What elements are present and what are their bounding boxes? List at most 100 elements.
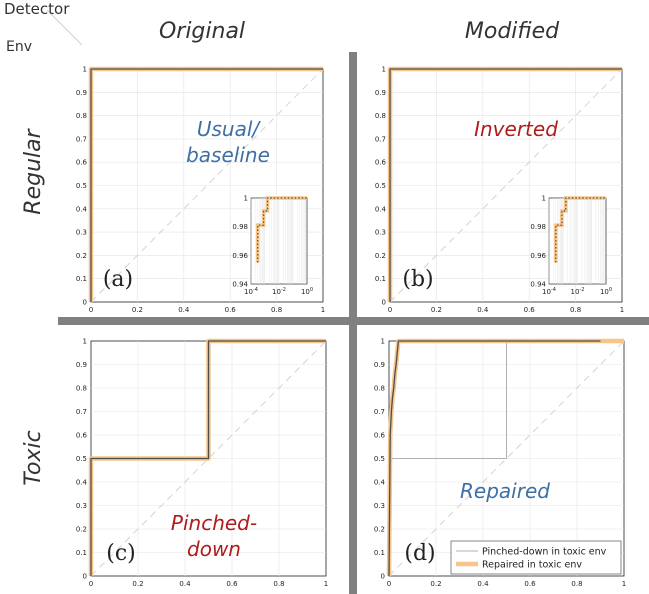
inset-y-tick-label: 0.94 xyxy=(530,281,546,289)
y-tick-label: 0.8 xyxy=(374,385,385,393)
y-tick-label: 0.9 xyxy=(375,89,386,97)
inset-y-tick-label: 1 xyxy=(244,195,248,203)
panel-b: 0 0.1 0.2 0.3 0.4 0.5 0.6 0.7 0.8 0.9 1 0 0.2 0.4 0.6 0… xyxy=(375,66,624,315)
y-tick-label: 1 xyxy=(83,338,87,346)
x-tick-label: 0.4 xyxy=(178,306,190,314)
y-tick-label: 0.3 xyxy=(76,229,87,237)
panel-annotation: Pinched-down xyxy=(171,511,257,561)
y-tick-label: 0.9 xyxy=(374,361,385,369)
detector-label: Detector xyxy=(4,0,70,18)
x-tick-label: 0.6 xyxy=(524,306,536,314)
y-tick-label: 0.9 xyxy=(76,361,87,369)
inset-x-tick-label: 10-2 xyxy=(272,287,286,296)
panel-c: 0 0.1 0.2 0.3 0.4 0.5 0.6 0.7 0.8 0.9 1 0 0.2 0.4 0.6 0… xyxy=(76,338,328,589)
x-tick-label: 0.2 xyxy=(132,306,143,314)
legend-entry: Repaired in toxic env xyxy=(482,560,582,571)
y-tick-label: 0.2 xyxy=(374,526,385,534)
x-tick-label: 1 xyxy=(324,580,328,588)
y-tick-label: 0.5 xyxy=(374,455,385,463)
x-tick-label: 0.2 xyxy=(431,306,442,314)
legend-box xyxy=(450,540,622,575)
y-tick-label: 0.6 xyxy=(374,432,386,440)
y-tick-label: 0.9 xyxy=(76,89,87,97)
env-label: Env xyxy=(6,39,32,55)
y-tick-label: 0.7 xyxy=(375,135,386,143)
y-tick-label: 0.2 xyxy=(76,526,87,534)
legend-entry: Pinched-down in toxic env xyxy=(482,547,607,558)
y-tick-label: 0 xyxy=(382,299,386,307)
inset-x-tick-label: 100 xyxy=(301,287,313,296)
inset-y-tick-label: 0.96 xyxy=(232,252,248,260)
x-tick-label: 0.4 xyxy=(477,580,489,588)
inset-plot: 0.94 0.96 0.98 1 10-4 10-2 100 xyxy=(530,195,612,297)
y-tick-label: 0.8 xyxy=(76,385,87,393)
y-tick-label: 0.5 xyxy=(76,182,87,190)
inset-plot: 0.94 0.96 0.98 1 10-4 10-2 100 xyxy=(232,195,313,297)
y-tick-label: 0.5 xyxy=(375,182,386,190)
inset-x-tick-label: 10-4 xyxy=(542,287,556,296)
y-tick-label: 0.3 xyxy=(374,502,385,510)
inset-series-line xyxy=(555,197,606,263)
inset-y-tick-label: 0.98 xyxy=(530,223,546,231)
x-tick-label: 0.6 xyxy=(226,580,238,588)
x-tick-label: 0.4 xyxy=(477,306,489,314)
panel-annotation: Inverted xyxy=(474,117,558,141)
panel-label: (a) xyxy=(103,267,133,292)
panel-label: (c) xyxy=(106,541,136,566)
y-tick-label: 1 xyxy=(381,338,385,346)
x-tick-label: 1 xyxy=(622,580,626,588)
y-tick-label: 0.4 xyxy=(375,205,387,213)
y-tick-label: 0.4 xyxy=(76,205,88,213)
y-tick-label: 0.5 xyxy=(76,455,87,463)
vertical-separator xyxy=(349,52,357,594)
y-tick-label: 0.8 xyxy=(375,112,386,120)
series-line xyxy=(90,340,326,576)
y-tick-label: 0.2 xyxy=(375,252,386,260)
series-line xyxy=(90,68,323,302)
inset-x-tick-label: 100 xyxy=(600,287,612,296)
series-line xyxy=(389,68,622,302)
x-tick-label: 0.8 xyxy=(570,306,581,314)
panel-annotation: Repaired xyxy=(460,479,550,503)
x-tick-label: 0 xyxy=(387,580,391,588)
chance-diagonal xyxy=(90,68,324,303)
y-tick-label: 0.6 xyxy=(375,159,387,167)
y-tick-label: 0.1 xyxy=(374,549,385,557)
y-tick-label: 0.1 xyxy=(76,275,87,283)
column-title-modified: Modified xyxy=(465,19,560,44)
panel-label: (b) xyxy=(402,267,433,292)
y-tick-label: 0.7 xyxy=(374,408,385,416)
y-tick-label: 0.8 xyxy=(76,112,87,120)
y-tick-label: 0.7 xyxy=(76,408,87,416)
x-tick-label: 0.2 xyxy=(132,580,143,588)
y-tick-label: 0 xyxy=(83,573,87,581)
x-tick-label: 0.8 xyxy=(273,580,284,588)
chance-diagonal xyxy=(389,68,623,303)
chance-diagonal xyxy=(90,340,327,577)
x-tick-label: 0 xyxy=(89,580,93,588)
y-tick-label: 0.6 xyxy=(76,432,88,440)
y-tick-label: 0.4 xyxy=(374,479,386,487)
x-tick-label: 1 xyxy=(620,306,624,314)
x-tick-label: 0.6 xyxy=(524,580,536,588)
x-tick-label: 1 xyxy=(321,306,325,314)
x-tick-label: 0.4 xyxy=(179,580,191,588)
chance-diagonal xyxy=(388,340,625,577)
inset-y-tick-label: 1 xyxy=(542,195,546,203)
x-tick-label: 0.8 xyxy=(271,306,282,314)
inset-series-line xyxy=(257,197,307,263)
inset-y-tick-label: 0.96 xyxy=(530,252,546,260)
legend: Pinched-down in toxic env Repaired in tox… xyxy=(450,540,622,575)
inset-y-tick-label: 0.94 xyxy=(232,281,248,289)
y-tick-label: 0.7 xyxy=(76,135,87,143)
x-tick-label: 0 xyxy=(89,306,93,314)
row-title-regular: Regular xyxy=(21,127,46,214)
column-title-original: Original xyxy=(159,19,245,44)
y-tick-label: 0 xyxy=(83,299,87,307)
corner-diagonal xyxy=(46,9,83,46)
x-tick-label: 0.6 xyxy=(225,306,237,314)
y-tick-label: 0.3 xyxy=(76,502,87,510)
x-tick-label: 0.8 xyxy=(571,580,582,588)
x-tick-label: 0.2 xyxy=(430,580,441,588)
